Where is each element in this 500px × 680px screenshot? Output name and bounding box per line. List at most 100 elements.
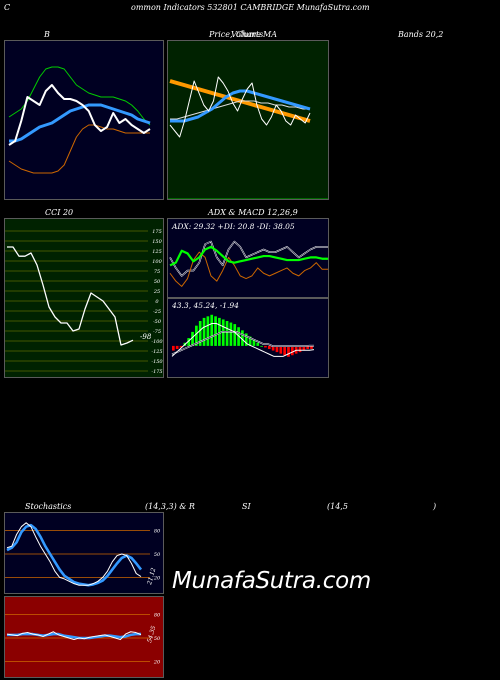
rsi-chart: 80 50 20 54.35 <box>5 613 161 665</box>
macd-bar-29 <box>283 345 286 356</box>
cci-tick-4: 75 <box>154 269 160 275</box>
adx-line <box>169 245 328 267</box>
macd-bar-4 <box>187 338 191 346</box>
stoch-tick-0: 80 <box>154 529 161 535</box>
macd-line <box>171 323 315 357</box>
cci-tick-13: -150 <box>151 359 163 365</box>
price-title-charts: Charts <box>236 30 264 39</box>
macd-bar-14 <box>225 321 229 346</box>
price-title-ma: MA <box>263 30 277 39</box>
stoch-tick-1: 50 <box>154 552 161 558</box>
macd-bar-2 <box>179 345 183 348</box>
price-title-volume: Volume <box>231 30 261 39</box>
header-title: ommon Indicators 532801 CAMBRIDGE Munafa… <box>131 3 370 12</box>
macd-bar-27 <box>275 345 279 353</box>
macd-bar-9 <box>206 316 210 346</box>
cci-tick-7: 0 <box>155 299 159 305</box>
macd-panel: 43.3, 45.24, -1.94 <box>167 298 329 378</box>
rsi-panel: 80 50 20 54.35 <box>4 596 164 678</box>
cci-tick-3: 100 <box>152 259 162 265</box>
macd-bar-6 <box>195 325 198 346</box>
macd-bar-5 <box>191 331 194 346</box>
cci-line <box>7 246 134 346</box>
macd-bar-23 <box>260 345 263 347</box>
cci-tick-8: -25 <box>153 309 161 315</box>
minus-di-inner <box>169 241 328 277</box>
cci-chart: 175 150 125 100 75 50 25 0 -25 -50 -75 -100 -125 -150… <box>5 229 163 375</box>
stoch-last-label: 21.12 <box>146 567 158 587</box>
macd-bar-15 <box>229 322 233 346</box>
stoch-k-line <box>6 522 142 586</box>
cci-title: CCI 20 <box>45 208 74 217</box>
cci-panel: 175 150 125 100 75 50 25 0 -25 -50 -75 -100 -125 -150… <box>4 218 164 378</box>
middle-band-line <box>9 103 151 143</box>
adx-readout: ADX: 29.32 +DI: 20.8 -DI: 38.05 <box>172 222 295 231</box>
upper-band-line <box>8 66 151 126</box>
macd-bar-8 <box>202 317 206 346</box>
stoch-params: (14,3,3) & R <box>145 502 195 511</box>
adx-panel: ADX: 29.32 +DI: 20.8 -DI: 38.05 <box>167 218 329 298</box>
macd-bar-28 <box>279 345 283 354</box>
cci-tick-10: -75 <box>153 329 161 335</box>
macd-bar-25 <box>267 345 271 349</box>
adx-chart <box>169 240 328 287</box>
rsi-line <box>6 631 142 641</box>
stoch-title: Stochastics <box>25 502 72 511</box>
rsi-close: ) <box>433 502 437 511</box>
cci-tick-14: -175 <box>151 369 162 375</box>
macd-bar-10 <box>210 314 214 346</box>
macd-signal-inner <box>171 331 315 355</box>
macd-bar-36 <box>310 345 313 349</box>
ma-white-line <box>170 100 310 120</box>
price-line <box>8 84 151 146</box>
bbands-title-tail: Bands 20,2 <box>398 30 444 39</box>
macd-bar-24 <box>264 345 267 348</box>
macd-bar-31 <box>290 345 294 356</box>
macd-bar-26 <box>271 345 275 351</box>
rsi-tick-2: 20 <box>153 659 161 665</box>
macd-bar-11 <box>214 316 217 346</box>
macd-bar-30 <box>287 345 290 357</box>
macd-bar-0 <box>172 345 175 351</box>
cci-tick-5: 50 <box>154 279 161 285</box>
price-line <box>169 76 311 138</box>
rsi-params: (14,5 <box>327 502 348 511</box>
macd-readout: 43.3, 45.24, -1.94 <box>172 301 239 310</box>
bbands-title-b: B <box>44 30 50 39</box>
price-panel <box>167 40 329 200</box>
stoch-panel: 80 50 20 21.12 <box>4 512 164 594</box>
cci-tick-9: -50 <box>153 319 162 325</box>
macd-bar-7 <box>198 321 202 346</box>
cci-tick-2: 125 <box>152 249 162 255</box>
macd-bar-1 <box>175 345 179 349</box>
rsi-tick-1: 50 <box>154 636 161 642</box>
price-title-price: Price, <box>209 30 233 39</box>
macd-bar-33 <box>298 345 302 353</box>
ma-blue-line <box>170 89 311 123</box>
macd-bar-18 <box>241 330 244 346</box>
macd-bar-21 <box>252 339 256 346</box>
watermark: MunafaSutra.com <box>172 568 371 594</box>
rsi-tick-0: 80 <box>154 613 161 619</box>
rsi-title-si: SI <box>242 502 251 511</box>
cci-tick-6: 25 <box>153 289 160 295</box>
macd-bar-13 <box>221 319 225 346</box>
cci-last-label: -98 <box>140 333 152 341</box>
rsi-smooth-line <box>7 632 141 640</box>
macd-bar-16 <box>233 324 237 346</box>
bollinger-chart <box>8 66 151 174</box>
lower-band-line <box>8 124 150 174</box>
header-c: C <box>4 3 11 12</box>
macd-chart <box>171 314 315 357</box>
cci-tick-11: -100 <box>151 339 163 345</box>
macd-bar-19 <box>244 333 248 346</box>
stoch-d-line <box>6 523 143 587</box>
cci-tick-0: 175 <box>152 229 162 235</box>
macd-bar-34 <box>302 345 306 351</box>
cci-tick-1: 150 <box>152 239 162 245</box>
cci-tick-12: -125 <box>151 349 162 355</box>
macd-bar-20 <box>248 336 252 346</box>
bollinger-panel <box>4 40 164 200</box>
rsi-last-label: 54.35 <box>146 625 157 644</box>
